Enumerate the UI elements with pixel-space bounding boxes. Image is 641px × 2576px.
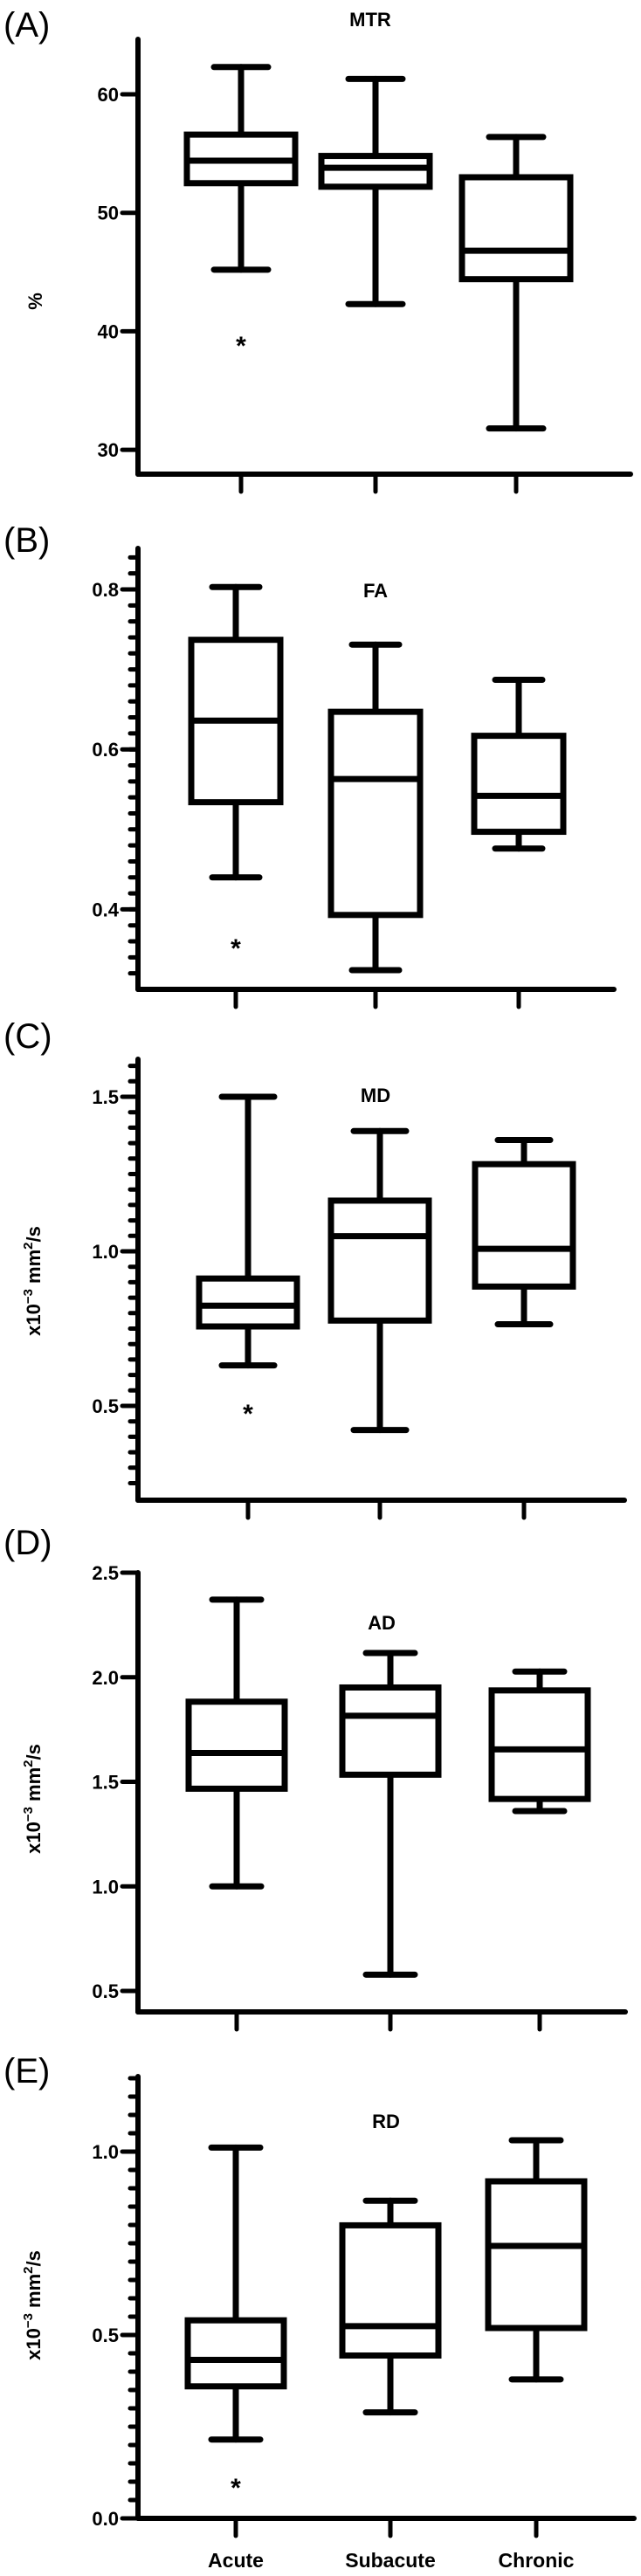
y-tick-label: 2.0 [92,1667,119,1689]
panel-title: FA [363,580,388,602]
iqr-box [185,1698,288,1792]
x-category-label-chronic: Chronic [499,2549,575,2572]
iqr-box [339,2221,442,2359]
box-acute: * [184,2144,287,2503]
panel-letter: (C) [3,1017,52,1056]
panel-title: MTR [349,9,391,31]
box-chronic [472,1137,576,1328]
panel-letter: (D) [3,1524,52,1562]
y-tick-label: 2.5 [92,1562,119,1584]
box-acute [185,1596,288,1890]
iqr-box [318,153,433,190]
panel-mtr: (A) MTR 30 40 50 60% * [3,6,633,494]
iqr-box [196,1275,300,1330]
iqr-box [485,2178,588,2331]
significance-asterisk: * [236,332,246,361]
panel-title: MD [361,1085,390,1106]
iqr-box [472,1161,576,1290]
box-subacute [327,1127,432,1434]
box-subacute [327,641,424,974]
iqr-box [488,1687,591,1802]
x-category-label-acute: Acute [208,2549,264,2572]
panel-letter: (E) [3,2052,50,2090]
iqr-box [327,708,424,919]
y-tick-label: 0.5 [92,1395,119,1417]
panel-ad: (D) AD 0.5 1.0 1.5 2.0 2.5 x10−3 mm2/s [3,1524,628,2032]
iqr-box [471,733,567,836]
iqr-box [184,2317,287,2390]
panel-letter: (B) [3,521,50,560]
y-tick-label: 0.8 [92,579,119,601]
box-chronic [485,2137,588,2383]
y-tick-label: 1.5 [92,1086,119,1108]
panel-md: (C) MD 0.5 1.0 1.5 x10−3 mm2/s * [3,1017,627,1520]
y-tick-label: 1.0 [92,1876,119,1898]
significance-asterisk: * [231,934,241,963]
x-category-label-subacute: Subacute [345,2549,436,2572]
box-subacute [339,2197,442,2416]
y-tick-label: 1.0 [92,1241,119,1263]
y-axis-label: x10−3 mm2/s [21,2250,45,2360]
iqr-box [327,1197,432,1324]
y-tick-label: 0.5 [92,1980,119,2002]
box-chronic [458,134,574,432]
y-tick-label: 1.5 [92,1772,119,1794]
box-chronic [471,677,567,852]
box-acute: * [188,583,284,963]
box-subacute [339,1650,442,1978]
box-acute: * [196,1093,300,1429]
y-tick-label: 0.6 [92,739,119,761]
y-tick-label: 0.4 [92,899,119,920]
y-tick-label: 0.0 [92,2508,119,2530]
panel-letter: (A) [3,6,50,45]
y-tick-label: 1.0 [92,2141,119,2163]
y-tick-label: 50 [98,203,119,224]
y-tick-label: 40 [98,320,119,342]
panel-title: AD [368,1612,396,1634]
significance-asterisk: * [243,1400,253,1429]
panel-fa: (B) FA 0.4 0.6 0.8 * [3,521,617,1009]
significance-asterisk: * [231,2474,241,2503]
box-acute: * [183,64,299,361]
box-chronic [488,1668,591,1815]
iqr-box [339,1684,442,1778]
panel-title: RD [372,2111,400,2132]
y-tick-label: 60 [98,84,119,106]
iqr-box [458,174,574,283]
y-tick-label: 30 [98,439,119,461]
panel-rd: (E) RD 0.0 0.5 1.0 x10−3 mm2/s * Acute Subacute C… [3,2052,637,2572]
y-tick-label: 0.5 [92,2325,119,2346]
y-axis-label: % [24,293,46,310]
y-axis-label: x10−3 mm2/s [21,1226,45,1336]
box-subacute [318,75,433,307]
y-axis-label: x10−3 mm2/s [21,1744,45,1854]
